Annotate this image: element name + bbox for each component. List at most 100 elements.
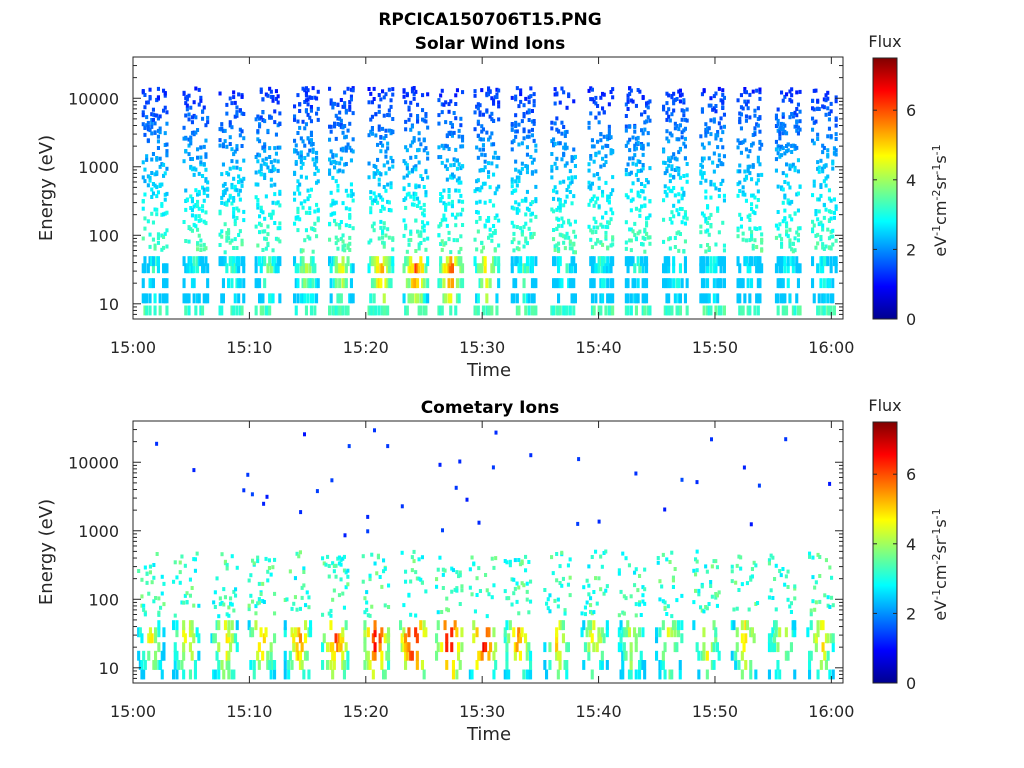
heatmap-cell [562, 151, 566, 156]
heatmap-cell [671, 575, 675, 580]
heatmap-cell [162, 212, 166, 217]
heatmap-cell [298, 125, 302, 130]
heatmap-cell [634, 141, 638, 146]
heatmap-cell [305, 590, 309, 595]
heatmap-cell [636, 135, 640, 140]
heatmap-cell [505, 660, 509, 670]
heatmap-cell [602, 551, 606, 555]
heatmap-cell [367, 87, 371, 91]
heatmap-cell [560, 550, 564, 555]
heatmap-cell [552, 137, 556, 142]
heatmap-cell [604, 235, 608, 239]
heatmap-cell [714, 595, 718, 600]
heatmap-cell [505, 596, 509, 601]
heatmap-cell [785, 131, 789, 136]
heatmap-cell [271, 256, 275, 267]
heatmap-cell [384, 171, 388, 176]
heatmap-cell [605, 584, 609, 589]
heatmap-cell [781, 127, 785, 132]
heatmap-cell [251, 627, 255, 638]
heatmap-cell [490, 556, 494, 561]
heatmap-cell [387, 650, 391, 661]
heatmap-cell [529, 453, 533, 458]
heatmap-cell [751, 246, 755, 251]
heatmap-cell [487, 235, 491, 240]
heatmap-cell [445, 660, 449, 670]
heatmap-cell [444, 207, 448, 212]
heatmap-cell [218, 91, 222, 96]
heatmap-cell [334, 241, 338, 246]
heatmap-cell [455, 88, 459, 93]
heatmap-cell [769, 642, 773, 653]
heatmap-cell [755, 227, 759, 231]
heatmap-cell [389, 104, 393, 109]
heatmap-cell [422, 305, 426, 316]
heatmap-cell [254, 305, 258, 316]
heatmap-cell [256, 159, 260, 164]
heatmap-cell [341, 244, 345, 249]
heatmap-cell [705, 606, 709, 611]
heatmap-cell [522, 244, 526, 249]
heatmap-cell [555, 190, 559, 195]
heatmap-cell [455, 570, 459, 575]
heatmap-cell [338, 293, 342, 304]
heatmap-cell [454, 93, 458, 98]
heatmap-cell [573, 219, 577, 224]
heatmap-cell [788, 293, 792, 304]
heatmap-cell [233, 222, 237, 227]
heatmap-cell [678, 123, 682, 128]
heatmap-cell [633, 627, 637, 638]
heatmap-cell [405, 650, 409, 661]
heatmap-cell [223, 139, 227, 144]
heatmap-cell [668, 179, 672, 184]
heatmap-cell [558, 198, 562, 202]
heatmap-cell [404, 127, 408, 132]
heatmap-cell [321, 612, 325, 617]
heatmap-cell [589, 186, 593, 191]
heatmap-cell [436, 642, 440, 653]
heatmap-cell [258, 278, 262, 289]
heatmap-cell [276, 200, 280, 205]
heatmap-cell [695, 642, 699, 653]
heatmap-cell [505, 642, 509, 653]
heatmap-cell [478, 199, 482, 204]
heatmap-cell [233, 184, 237, 189]
heatmap-cell [740, 582, 744, 587]
heatmap-cell [225, 202, 229, 207]
heatmap-cell [557, 263, 561, 274]
heatmap-cell [767, 642, 771, 653]
heatmap-cell [301, 248, 305, 253]
heatmap-cell [367, 133, 371, 138]
heatmap-cell [818, 599, 822, 604]
heatmap-cell [379, 97, 383, 102]
heatmap-cell [702, 293, 706, 304]
heatmap-cell [254, 182, 258, 187]
heatmap-cell [315, 150, 319, 155]
heatmap-cell [520, 166, 524, 171]
heatmap-cell [309, 278, 313, 289]
heatmap-cell [826, 305, 830, 316]
heatmap-cell [347, 444, 351, 449]
heatmap-cell [592, 173, 596, 178]
heatmap-cell [829, 134, 833, 139]
heatmap-cell [461, 144, 465, 149]
heatmap-cell [715, 565, 719, 570]
heatmap-cell [298, 191, 302, 196]
heatmap-cell [753, 108, 757, 113]
heatmap-cell [604, 305, 608, 316]
heatmap-cell [472, 633, 476, 644]
heatmap-cell [266, 305, 270, 316]
heatmap-cell [304, 93, 308, 98]
heatmap-cell [363, 620, 367, 631]
heatmap-cell [752, 633, 756, 644]
heatmap-cell [259, 205, 263, 210]
heatmap-cell [189, 157, 193, 161]
heatmap-cell [475, 104, 479, 109]
heatmap-cell [611, 211, 615, 216]
x-tick-label: 15:20 [343, 702, 389, 721]
heatmap-cell [227, 650, 231, 661]
heatmap-cell [457, 188, 461, 193]
heatmap-cell [237, 192, 241, 197]
heatmap-cell [707, 103, 711, 108]
heatmap-cell [565, 263, 569, 274]
